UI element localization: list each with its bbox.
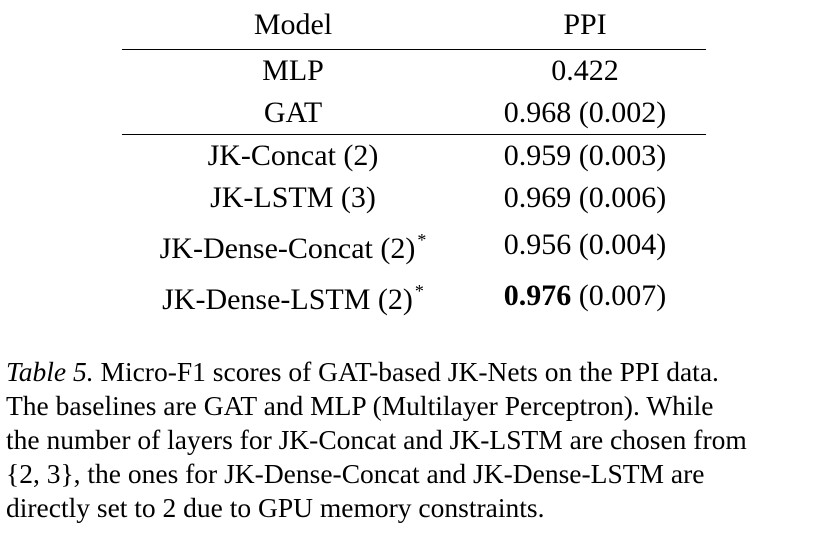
- model-cell: JK-LSTM (3): [210, 181, 376, 214]
- asterisk-mark: *: [417, 230, 427, 250]
- model-cell: GAT: [263, 96, 323, 129]
- ppi-value: 0.956: [503, 227, 572, 261]
- table-row: JK-Dense-LSTM (2) * 0.976 (0.007): [122, 270, 706, 321]
- model-name: JK-Dense-Concat (2): [159, 232, 416, 265]
- ppi-cell: 0.956 (0.004): [464, 219, 706, 270]
- ppi-value: 0.969: [503, 181, 572, 214]
- results-table-container: Model PPI MLP 0.422 GAT 0.968 (0.002) JK…: [122, 0, 706, 321]
- ppi-value: 0.959: [503, 139, 572, 172]
- model-name: JK-Dense-LSTM (2): [162, 283, 413, 316]
- caption-line: {2, 3}, the ones for JK-Dense-Concat and…: [6, 458, 705, 489]
- model-cell: JK-Concat (2): [207, 139, 379, 172]
- table-row: JK-Concat (2) 0.959 (0.003): [122, 135, 706, 178]
- model-cell: JK-Dense-Concat (2) *: [122, 219, 464, 270]
- ppi-std: (0.002): [571, 96, 667, 129]
- ppi-cell: 0.968 (0.002): [464, 92, 706, 135]
- caption-line: The baselines are GAT and MLP (Multilaye…: [6, 390, 714, 421]
- ppi-cell: 0.422: [464, 50, 706, 93]
- table-row: JK-Dense-Concat (2) * 0.956 (0.004): [122, 219, 706, 270]
- ppi-std: (0.007): [571, 278, 667, 312]
- ppi-cell: 0.969 (0.006): [464, 177, 706, 219]
- table-caption: Table 5. Micro-F1 scores of GAT-based JK…: [6, 355, 826, 525]
- caption-line: Table 5. Micro-F1 scores of GAT-based JK…: [6, 355, 826, 389]
- ppi-std: (0.006): [571, 181, 667, 214]
- model-cell: MLP: [262, 54, 324, 87]
- ppi-value: 0.968: [503, 96, 572, 129]
- model-cell: JK-Dense-LSTM (2) *: [122, 270, 464, 321]
- header-model: Model: [253, 7, 333, 41]
- ppi-std: (0.003): [571, 139, 667, 172]
- ppi-cell: 0.976 (0.007): [464, 270, 706, 321]
- results-table: Model PPI MLP 0.422 GAT 0.968 (0.002) JK…: [122, 0, 706, 321]
- ppi-value: 0.422: [551, 54, 619, 87]
- caption-line: the number of layers for JK-Concat and J…: [6, 424, 747, 455]
- caption-text: Micro-F1 scores of GAT-based JK-Nets on …: [93, 356, 719, 387]
- table-row: GAT 0.968 (0.002): [122, 92, 706, 135]
- header-ppi: PPI: [563, 7, 607, 41]
- asterisk-mark: *: [414, 281, 424, 301]
- table-header-row: Model PPI: [122, 0, 706, 50]
- table-row: MLP 0.422: [122, 50, 706, 93]
- ppi-cell: 0.959 (0.003): [464, 135, 706, 178]
- ppi-std: (0.004): [571, 227, 667, 261]
- ppi-value-best: 0.976: [503, 278, 572, 312]
- caption-line: directly set to 2 due to GPU memory cons…: [6, 492, 545, 523]
- caption-label: Table 5.: [6, 356, 94, 387]
- table-row: JK-LSTM (3) 0.969 (0.006): [122, 177, 706, 219]
